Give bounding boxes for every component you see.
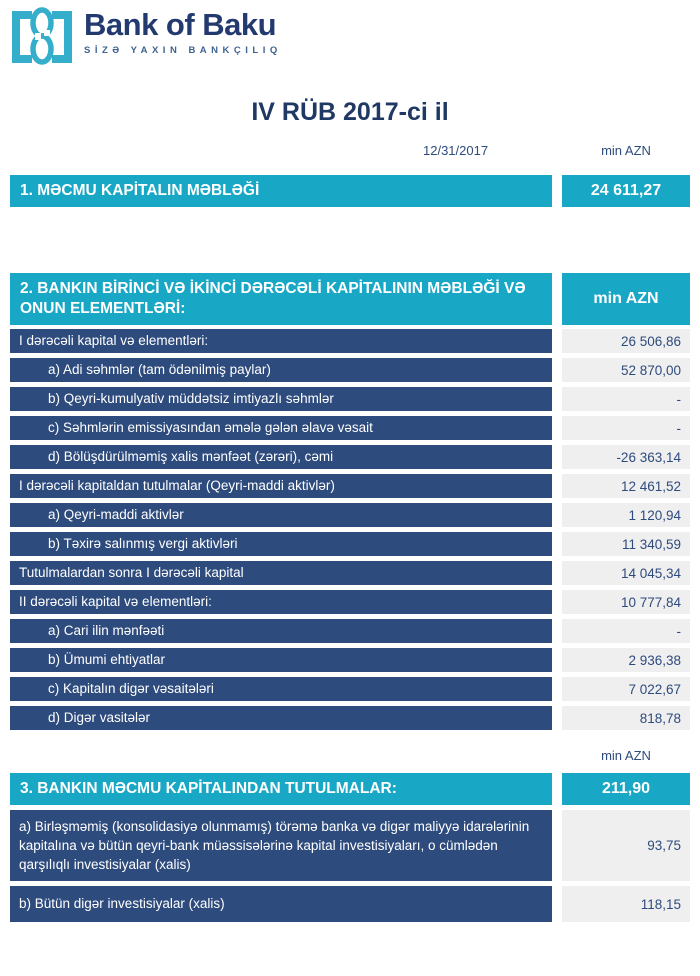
table-row: a) Birləşməmiş (konsolidasiyə olunmamış)…	[10, 810, 690, 881]
table-row: b) Qeyri-kumulyativ müddətsiz imtiyazlı …	[10, 387, 690, 411]
brand-tagline: SİZƏ YAXIN BANKÇILIQ	[84, 45, 282, 56]
row-value: 11 340,59	[562, 532, 690, 556]
row-label: Tutulmalardan sonra I dərəcəli kapital	[10, 561, 552, 585]
table-row: d) Digər vasitələr 818,78	[10, 706, 690, 730]
row-value: 26 506,86	[562, 329, 690, 353]
row-label: b) Qeyri-kumulyativ müddətsiz imtiyazlı …	[10, 387, 552, 411]
row-label: II dərəcəli kapital və elementləri:	[10, 590, 552, 614]
row-value: 118,15	[562, 886, 690, 922]
section-3-title: 3. BANKIN MƏCMU KAPİTALINDAN TUTULMALAR:	[10, 773, 552, 805]
row-label: I dərəcəli kapitaldan tutulmalar (Qeyri-…	[10, 474, 552, 498]
row-value: 7 022,67	[562, 677, 690, 701]
table-row: b) Ümumi ehtiyatlar 2 936,38	[10, 648, 690, 672]
report-date: 12/31/2017	[423, 143, 489, 158]
section-1-value: 24 611,27	[562, 175, 690, 207]
table-row: a) Qeyri-maddi aktivlər 1 120,94	[10, 503, 690, 527]
table-row: I dərəcəli kapitaldan tutulmalar (Qeyri-…	[10, 474, 690, 498]
row-value: 10 777,84	[562, 590, 690, 614]
table-row: II dərəcəli kapital və elementləri: 10 7…	[10, 590, 690, 614]
report-title: IV RÜB 2017-ci il	[251, 98, 449, 126]
row-label: d) Digər vasitələr	[10, 706, 552, 730]
row-label: I dərəcəli kapital və elementləri:	[10, 329, 552, 353]
row-label: a) Adi səhmlər (tam ödənilmiş paylar)	[10, 358, 552, 382]
row-value: 1 120,94	[562, 503, 690, 527]
row-value: -	[562, 387, 690, 411]
row-value: 12 461,52	[562, 474, 690, 498]
table-row: d) Bölüşdürülməmiş xalis mənfəət (zərəri…	[10, 445, 690, 469]
section-2-table: I dərəcəli kapital və elementləri: 26 50…	[0, 329, 700, 730]
section-2-unit-label: min AZN	[562, 273, 690, 325]
row-label: b) Təxirə salınmış vergi aktivləri	[10, 532, 552, 556]
table-row: c) Kapitalın digər vəsaitələri 7 022,67	[10, 677, 690, 701]
section-3-table: a) Birləşməmiş (konsolidasiyə olunmamış)…	[0, 810, 700, 922]
row-value: 14 045,34	[562, 561, 690, 585]
section-2-title: 2. BANKIN BİRİNCİ VƏ İKİNCİ DƏRƏCƏLİ KAP…	[10, 273, 552, 325]
logo: Bank of Baku SİZƏ YAXIN BANKÇILIQ	[10, 6, 700, 68]
row-value: -	[562, 619, 690, 643]
row-label: d) Bölüşdürülməmiş xalis mənfəət (zərəri…	[10, 445, 552, 469]
section-1-header: 1. MƏCMU KAPİTALIN MƏBLƏĞİ 24 611,27	[10, 175, 690, 207]
row-value: 2 936,38	[562, 648, 690, 672]
unit-label: min AZN	[601, 748, 651, 763]
row-value: 52 870,00	[562, 358, 690, 382]
row-label: a) Cari ilin mənfəəti	[10, 619, 552, 643]
row-value: 93,75	[562, 810, 690, 881]
row-label: c) Kapitalın digər vəsaitələri	[10, 677, 552, 701]
section-3-value: 211,90	[562, 773, 690, 805]
row-label: b) Bütün digər investisiyalar (xalis)	[10, 886, 552, 922]
table-row: a) Adi səhmlər (tam ödənilmiş paylar) 52…	[10, 358, 690, 382]
table-row: a) Cari ilin mənfəəti -	[10, 619, 690, 643]
brand-name: Bank of Baku	[84, 7, 277, 42]
table-row: c) Səhmlərin emissiyasından əmələ gələn …	[10, 416, 690, 440]
section-3-header: 3. BANKIN MƏCMU KAPİTALINDAN TUTULMALAR:…	[10, 773, 690, 805]
section-3-unit-row: min AZN	[0, 748, 700, 764]
unit-label: min AZN	[601, 143, 651, 158]
row-label: a) Birləşməmiş (konsolidasiyə olunmamış)…	[10, 810, 552, 881]
row-label: c) Səhmlərin emissiyasından əmələ gələn …	[10, 416, 552, 440]
table-row: b) Təxirə salınmış vergi aktivləri 11 34…	[10, 532, 690, 556]
row-value: 818,78	[562, 706, 690, 730]
logo-text: Bank of Baku SİZƏ YAXIN BANKÇILIQ	[84, 6, 282, 57]
row-label: b) Ümumi ehtiyatlar	[10, 648, 552, 672]
row-value: -	[562, 416, 690, 440]
row-value: -26 363,14	[562, 445, 690, 469]
section-2-header: 2. BANKIN BİRİNCİ VƏ İKİNCİ DƏRƏCƏLİ KAP…	[10, 273, 690, 325]
table-row: I dərəcəli kapital və elementləri: 26 50…	[10, 329, 690, 353]
bank-of-baku-logo-icon	[12, 7, 72, 65]
table-row: b) Bütün digər investisiyalar (xalis) 11…	[10, 886, 690, 922]
row-label: a) Qeyri-maddi aktivlər	[10, 503, 552, 527]
meta-row: 12/31/2017 min AZN	[0, 143, 700, 159]
section-1-title: 1. MƏCMU KAPİTALIN MƏBLƏĞİ	[10, 175, 552, 207]
table-row: Tutulmalardan sonra I dərəcəli kapital 1…	[10, 561, 690, 585]
